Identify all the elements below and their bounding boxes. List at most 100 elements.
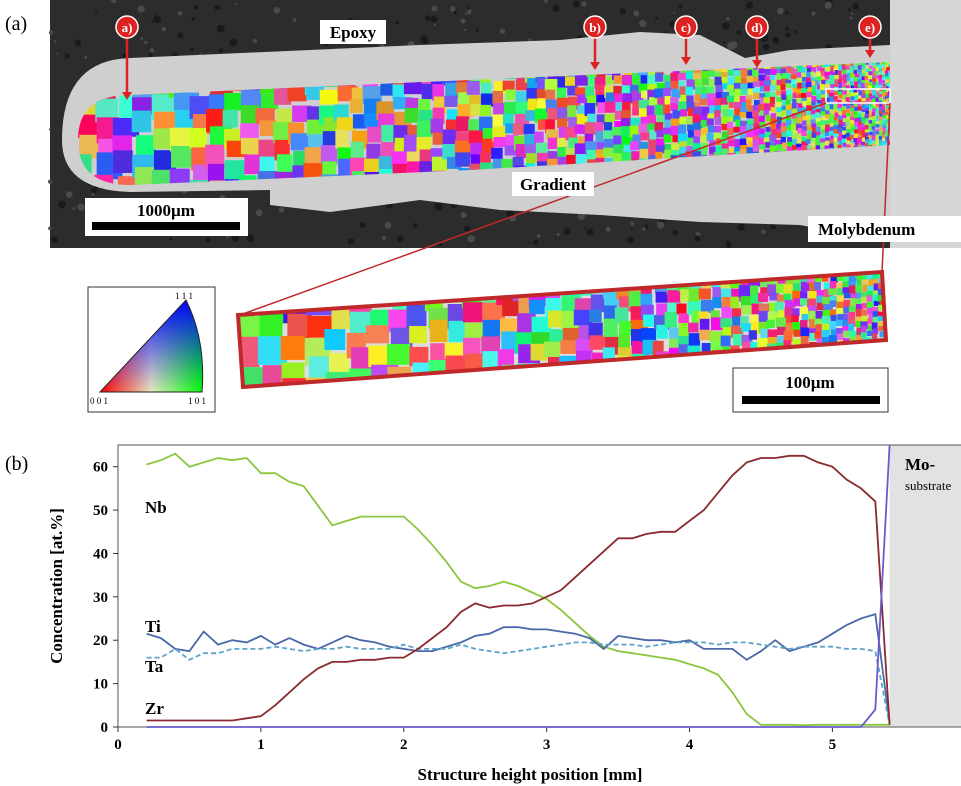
- speckle-dot: [256, 209, 263, 216]
- grain: [578, 380, 597, 394]
- speckle-dot: [226, 236, 229, 239]
- grain: [747, 76, 754, 83]
- grain: [890, 267, 895, 274]
- grain: [873, 311, 879, 316]
- scale-bar-label: 1000µm: [137, 201, 195, 220]
- speckle-dot: [253, 39, 257, 43]
- grain: [829, 75, 835, 80]
- grain: [753, 93, 759, 99]
- grain: [878, 77, 882, 81]
- grain: [752, 110, 759, 117]
- grain: [740, 139, 747, 146]
- grain: [544, 342, 560, 358]
- grain: [865, 94, 869, 98]
- grain: [513, 377, 533, 398]
- grain: [666, 267, 681, 282]
- x-tick-label: 4: [686, 737, 694, 753]
- grain: [575, 367, 590, 386]
- grain: [417, 121, 432, 137]
- grain: [444, 96, 457, 107]
- grain: [241, 138, 259, 154]
- marker-label: d): [751, 20, 763, 35]
- grain: [653, 361, 669, 373]
- speckle-dot: [777, 8, 784, 15]
- speckle-dot: [54, 40, 56, 42]
- grain: [776, 318, 786, 328]
- grain: [822, 357, 829, 366]
- y-tick-label: 10: [93, 677, 108, 693]
- grain: [404, 82, 422, 94]
- y-tick-label: 60: [93, 460, 108, 476]
- marker-label: a): [122, 20, 133, 35]
- grain: [588, 363, 602, 381]
- grain: [872, 78, 876, 82]
- grain: [882, 77, 885, 80]
- grain: [878, 94, 881, 97]
- grain: [616, 267, 630, 279]
- grain: [884, 360, 889, 366]
- grain: [710, 267, 723, 281]
- grain: [888, 318, 895, 324]
- grain: [327, 270, 356, 290]
- grain: [722, 77, 728, 84]
- speckle-dot: [627, 236, 634, 243]
- speckle-dot: [75, 40, 82, 47]
- grain: [431, 375, 453, 394]
- grain: [757, 338, 768, 348]
- speckle-dot: [726, 17, 729, 20]
- grain: [731, 355, 741, 366]
- grain: [776, 90, 781, 95]
- grain: [407, 305, 427, 329]
- speckle-dot: [763, 44, 769, 50]
- grain: [843, 307, 849, 313]
- speckle-dot: [655, 17, 658, 20]
- grain: [759, 304, 770, 312]
- grain: [514, 265, 532, 287]
- grain: [335, 130, 348, 149]
- speckle-dot: [639, 20, 646, 27]
- grain: [564, 386, 579, 406]
- grain: [701, 149, 708, 155]
- speckle-dot: [476, 29, 479, 32]
- grain: [830, 300, 837, 307]
- grain: [641, 389, 657, 401]
- grain: [640, 132, 650, 140]
- grain: [889, 358, 894, 365]
- grain: [699, 371, 710, 384]
- speckle-dot: [425, 16, 431, 22]
- grain: [889, 354, 894, 359]
- grain: [613, 135, 621, 145]
- grain: [680, 389, 691, 400]
- grain: [240, 123, 259, 140]
- grain: [858, 117, 862, 121]
- grain: [861, 280, 867, 286]
- grain: [367, 127, 383, 143]
- grain: [889, 369, 896, 376]
- grain: [642, 268, 654, 280]
- x-tick-label: 5: [829, 737, 837, 753]
- grain: [875, 85, 879, 88]
- grain: [328, 286, 350, 305]
- grain: [721, 267, 731, 276]
- speckle-dot: [230, 39, 238, 47]
- grain: [557, 88, 566, 99]
- grain: [861, 310, 867, 316]
- grain: [525, 144, 536, 154]
- grain: [868, 71, 872, 75]
- grain: [820, 84, 824, 90]
- grain: [849, 312, 856, 320]
- grain: [620, 372, 632, 390]
- scale-bar-label: 100µm: [785, 373, 834, 392]
- grain: [753, 82, 760, 87]
- grain: [667, 384, 683, 395]
- grain: [879, 140, 882, 144]
- grain: [837, 347, 843, 355]
- grain: [693, 73, 701, 80]
- grain: [643, 377, 659, 392]
- y-axis-label: Concentration [at.%]: [47, 508, 66, 664]
- grain: [622, 75, 633, 86]
- page: (a) Epoxy Gradient Molybdenum 1000µm a)b…: [0, 0, 961, 786]
- speckle-dot: [49, 30, 53, 34]
- grain: [884, 357, 889, 363]
- grain: [861, 297, 866, 302]
